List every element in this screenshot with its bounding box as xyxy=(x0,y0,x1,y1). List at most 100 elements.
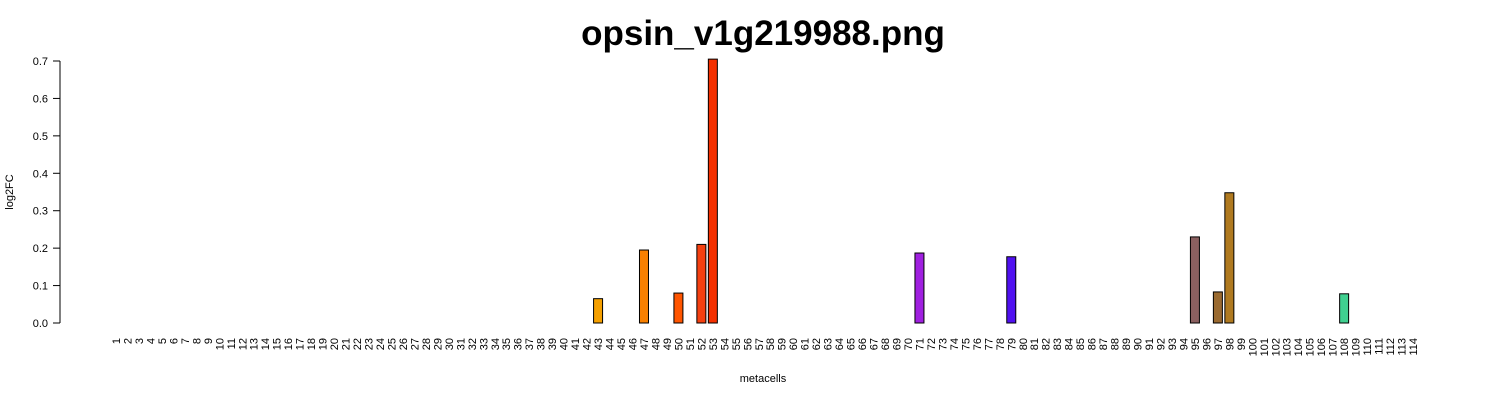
x-tick-label: 6 xyxy=(168,338,180,344)
x-tick-label: 48 xyxy=(650,338,662,350)
x-tick-label: 84 xyxy=(1064,338,1076,350)
x-tick-label: 19 xyxy=(318,338,330,350)
x-tick-label: 109 xyxy=(1351,338,1363,356)
x-tick-label: 83 xyxy=(1052,338,1064,350)
x-tick-label: 79 xyxy=(1006,338,1018,350)
x-tick-label: 10 xyxy=(214,338,226,350)
x-tick-label: 112 xyxy=(1385,338,1397,356)
x-tick-label: 87 xyxy=(1098,338,1110,350)
x-tick-label: 8 xyxy=(191,338,203,344)
x-tick-label: 108 xyxy=(1339,338,1351,356)
bar xyxy=(673,292,684,324)
x-tick-label: 35 xyxy=(501,338,513,350)
x-tick-label: 45 xyxy=(616,338,628,350)
x-tick-label: 62 xyxy=(811,338,823,350)
bar xyxy=(1212,291,1223,324)
x-tick-label: 9 xyxy=(203,338,215,344)
x-tick-label: 54 xyxy=(719,338,731,350)
x-tick-label: 105 xyxy=(1305,338,1317,356)
x-tick-label: 101 xyxy=(1259,338,1271,356)
x-tick-label: 16 xyxy=(283,338,295,350)
x-tick-label: 29 xyxy=(432,338,444,350)
x-tick-label: 65 xyxy=(846,338,858,350)
bar xyxy=(1339,293,1350,324)
x-tick-label: 53 xyxy=(708,338,720,350)
x-tick-label: 78 xyxy=(995,338,1007,350)
y-axis-label: log2FC xyxy=(4,174,16,210)
x-tick-label: 51 xyxy=(685,338,697,350)
x-tick-label: 111 xyxy=(1374,338,1386,355)
x-tick-label: 80 xyxy=(1018,338,1030,350)
y-tick-label: 0.3 xyxy=(33,206,48,218)
x-tick-label: 106 xyxy=(1316,338,1328,356)
x-tick-label: 72 xyxy=(926,338,938,350)
x-tick-label: 40 xyxy=(559,338,571,350)
x-tick-label: 44 xyxy=(605,338,617,350)
x-tick-label: 57 xyxy=(754,338,766,350)
x-tick-label: 13 xyxy=(249,338,261,350)
x-tick-label: 22 xyxy=(352,338,364,350)
x-tick-label: 47 xyxy=(639,338,651,350)
x-tick-label: 55 xyxy=(731,338,743,350)
x-tick-label: 56 xyxy=(742,338,754,350)
x-tick-label: 102 xyxy=(1270,338,1282,356)
x-tick-label: 46 xyxy=(628,338,640,350)
x-tick-label: 42 xyxy=(582,338,594,350)
x-tick-label: 39 xyxy=(547,338,559,350)
x-tick-label: 3 xyxy=(134,338,146,344)
x-tick-label: 77 xyxy=(983,338,995,350)
x-tick-label: 28 xyxy=(421,338,433,350)
x-tick-label: 88 xyxy=(1110,338,1122,350)
x-tick-label: 114 xyxy=(1408,338,1420,356)
x-tick-label: 64 xyxy=(834,338,846,350)
x-tick-label: 91 xyxy=(1144,338,1156,350)
x-tick-label: 50 xyxy=(673,338,685,350)
x-tick-label: 4 xyxy=(145,338,157,344)
x-tick-label: 34 xyxy=(490,338,502,350)
x-tick-label: 33 xyxy=(478,338,490,350)
x-tick-label: 60 xyxy=(788,338,800,350)
x-tick-label: 96 xyxy=(1201,338,1213,350)
x-tick-label: 24 xyxy=(375,338,387,350)
x-tick-label: 14 xyxy=(260,338,272,350)
x-tick-label: 67 xyxy=(869,338,881,350)
x-tick-label: 27 xyxy=(409,338,421,350)
x-tick-label: 58 xyxy=(765,338,777,350)
x-tick-label: 59 xyxy=(777,338,789,350)
x-tick-label: 93 xyxy=(1167,338,1179,350)
x-tick-label: 18 xyxy=(306,338,318,350)
bar xyxy=(914,252,925,324)
x-tick-label: 100 xyxy=(1247,338,1259,356)
x-tick-label: 69 xyxy=(891,338,903,350)
x-tick-label: 107 xyxy=(1328,338,1340,356)
x-tick-label: 15 xyxy=(272,338,284,350)
x-tick-label: 2 xyxy=(122,338,134,344)
x-tick-label: 113 xyxy=(1397,338,1409,356)
y-tick-label: 0.4 xyxy=(33,168,48,180)
x-tick-label: 26 xyxy=(398,338,410,350)
x-tick-label: 11 xyxy=(226,338,238,349)
x-tick-label: 63 xyxy=(823,338,835,350)
x-tick-label: 82 xyxy=(1041,338,1053,350)
x-tick-label: 97 xyxy=(1213,338,1225,350)
x-tick-label: 5 xyxy=(157,338,169,344)
x-tick-label: 61 xyxy=(800,338,812,350)
bar xyxy=(696,243,707,324)
x-tick-label: 31 xyxy=(455,338,467,350)
x-tick-label: 70 xyxy=(903,338,915,350)
x-tick-label: 12 xyxy=(237,338,249,350)
x-tick-label: 20 xyxy=(329,338,341,350)
chart-title: opsin_v1g219988.png xyxy=(581,14,945,53)
x-tick-label: 98 xyxy=(1224,338,1236,350)
x-tick-label: 75 xyxy=(960,338,972,350)
x-tick-label: 52 xyxy=(696,338,708,350)
x-tick-label: 110 xyxy=(1362,338,1374,356)
x-tick-label: 104 xyxy=(1293,338,1305,356)
x-tick-label: 89 xyxy=(1121,338,1133,350)
x-tick-label: 38 xyxy=(536,338,548,350)
bar xyxy=(1189,236,1200,324)
bar xyxy=(1006,256,1017,324)
x-tick-label: 71 xyxy=(914,338,926,350)
x-tick-label: 32 xyxy=(467,338,479,350)
x-tick-label: 23 xyxy=(364,338,376,350)
